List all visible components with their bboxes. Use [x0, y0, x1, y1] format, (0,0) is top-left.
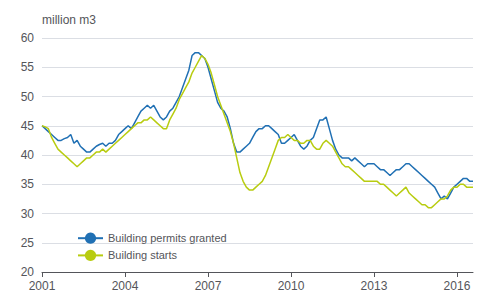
- svg-text:2016: 2016: [444, 279, 471, 293]
- svg-text:35: 35: [21, 177, 35, 191]
- svg-text:2001: 2001: [29, 279, 56, 293]
- svg-text:45: 45: [21, 119, 35, 133]
- svg-text:40: 40: [21, 148, 35, 162]
- svg-text:2010: 2010: [278, 279, 305, 293]
- svg-text:25: 25: [21, 236, 35, 250]
- svg-text:Building starts: Building starts: [108, 249, 178, 261]
- svg-text:2007: 2007: [195, 279, 222, 293]
- svg-text:Building permits granted: Building permits granted: [108, 232, 227, 244]
- svg-text:30: 30: [21, 207, 35, 221]
- svg-text:million m3: million m3: [42, 13, 96, 27]
- svg-text:2004: 2004: [112, 279, 139, 293]
- svg-text:55: 55: [21, 60, 35, 74]
- svg-text:2013: 2013: [361, 279, 388, 293]
- svg-text:60: 60: [21, 31, 35, 45]
- svg-text:50: 50: [21, 90, 35, 104]
- svg-text:20: 20: [21, 265, 35, 279]
